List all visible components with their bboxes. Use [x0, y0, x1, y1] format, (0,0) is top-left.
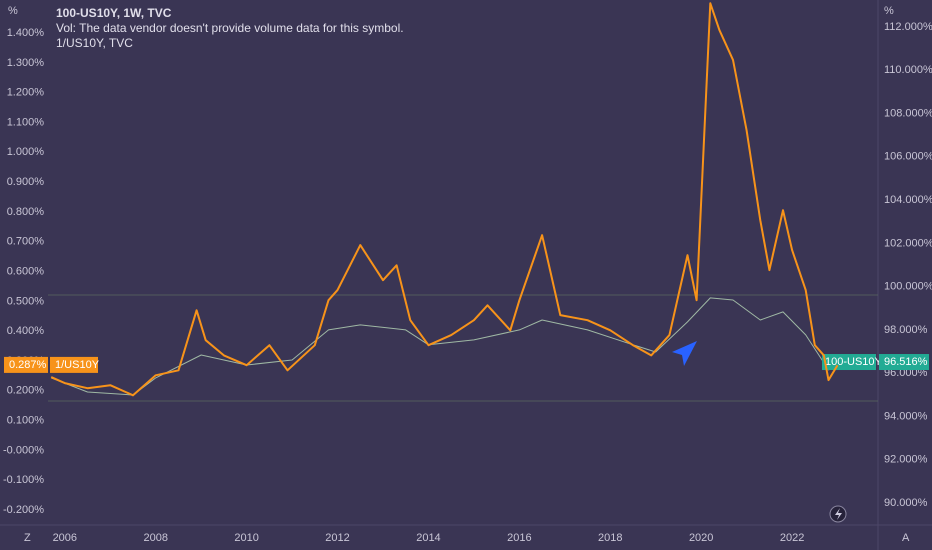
- y2-tick-label: 106.000%: [884, 151, 932, 163]
- y-tick-label: 0.500%: [7, 295, 45, 307]
- cursor-arrow: [672, 341, 697, 366]
- x-tick-label: 2012: [325, 532, 349, 544]
- y-tick-label: 1.400%: [7, 27, 45, 39]
- y2-tick-label: 102.000%: [884, 237, 932, 249]
- y-tick-label: 1.300%: [7, 57, 45, 69]
- x-tick-label: 2014: [416, 532, 440, 544]
- lightning-icon: [835, 508, 842, 520]
- y-tick-label: 0.400%: [7, 325, 45, 337]
- y2-tick-label: 90.000%: [884, 497, 928, 509]
- x-tick-label: 2010: [234, 532, 258, 544]
- series-name-box: [822, 354, 876, 371]
- series-line: [50, 2, 839, 397]
- y2-tick-label: 104.000%: [884, 194, 932, 206]
- y-tick-label: 0.200%: [7, 385, 45, 397]
- y-unit: %: [8, 5, 18, 17]
- y2-tick-label: 96.000%: [884, 367, 928, 379]
- legend-entry: 1/US10Y, TVC: [56, 36, 133, 50]
- a-button[interactable]: A: [902, 532, 910, 544]
- chart-title: 100-US10Y, 1W, TVC: [56, 6, 172, 20]
- x-tick-label: 2020: [689, 532, 713, 544]
- y2-tick-label: 100.000%: [884, 281, 932, 293]
- x-tick-label: 2016: [507, 532, 531, 544]
- y-tick-label: 1.200%: [7, 87, 45, 99]
- y2-tick-label: 108.000%: [884, 107, 932, 119]
- current-value-label: 0.287%: [9, 359, 47, 371]
- x-tick-label: 2006: [53, 532, 77, 544]
- auto-button[interactable]: A: [902, 532, 910, 544]
- y2-tick-label: 112.000%: [884, 21, 932, 33]
- current-value-box: [4, 356, 48, 373]
- series-name-label: 100-US10Y: [825, 356, 883, 368]
- y2-tick-label: 92.000%: [884, 454, 928, 466]
- y-tick-label: 0.900%: [7, 176, 45, 188]
- y-tick-label: 1.000%: [7, 146, 45, 158]
- current-value-label: 96.516%: [884, 356, 928, 368]
- y-tick-label: -0.000%: [3, 444, 44, 456]
- y-tick-label: -0.200%: [3, 504, 44, 516]
- subtitle: Vol: The data vendor doesn't provide vol…: [56, 21, 404, 35]
- x-tick-label: 2022: [780, 532, 804, 544]
- x-tick-label: 2018: [598, 532, 622, 544]
- series-name-label: 1/US10Y: [55, 359, 100, 371]
- y-tick-label: 0.800%: [7, 206, 45, 218]
- y-tick-label: -0.100%: [3, 474, 44, 486]
- y-tick-label: 0.600%: [7, 265, 45, 277]
- y2-tick-label: 94.000%: [884, 410, 928, 422]
- y2-unit: %: [884, 5, 894, 17]
- y-tick-label: 0.100%: [7, 415, 45, 427]
- y-tick-label: 0.700%: [7, 236, 45, 248]
- y2-tick-label: 98.000%: [884, 324, 928, 336]
- z-button[interactable]: Z: [24, 532, 31, 544]
- y2-tick-label: 110.000%: [884, 64, 932, 76]
- zoom-button[interactable]: Z: [24, 532, 31, 544]
- y-tick-label: 1.100%: [7, 116, 45, 128]
- series-name-box: [50, 356, 98, 373]
- x-tick-label: 2008: [143, 532, 167, 544]
- current-value-box: [879, 354, 929, 371]
- series-line: [51, 297, 838, 396]
